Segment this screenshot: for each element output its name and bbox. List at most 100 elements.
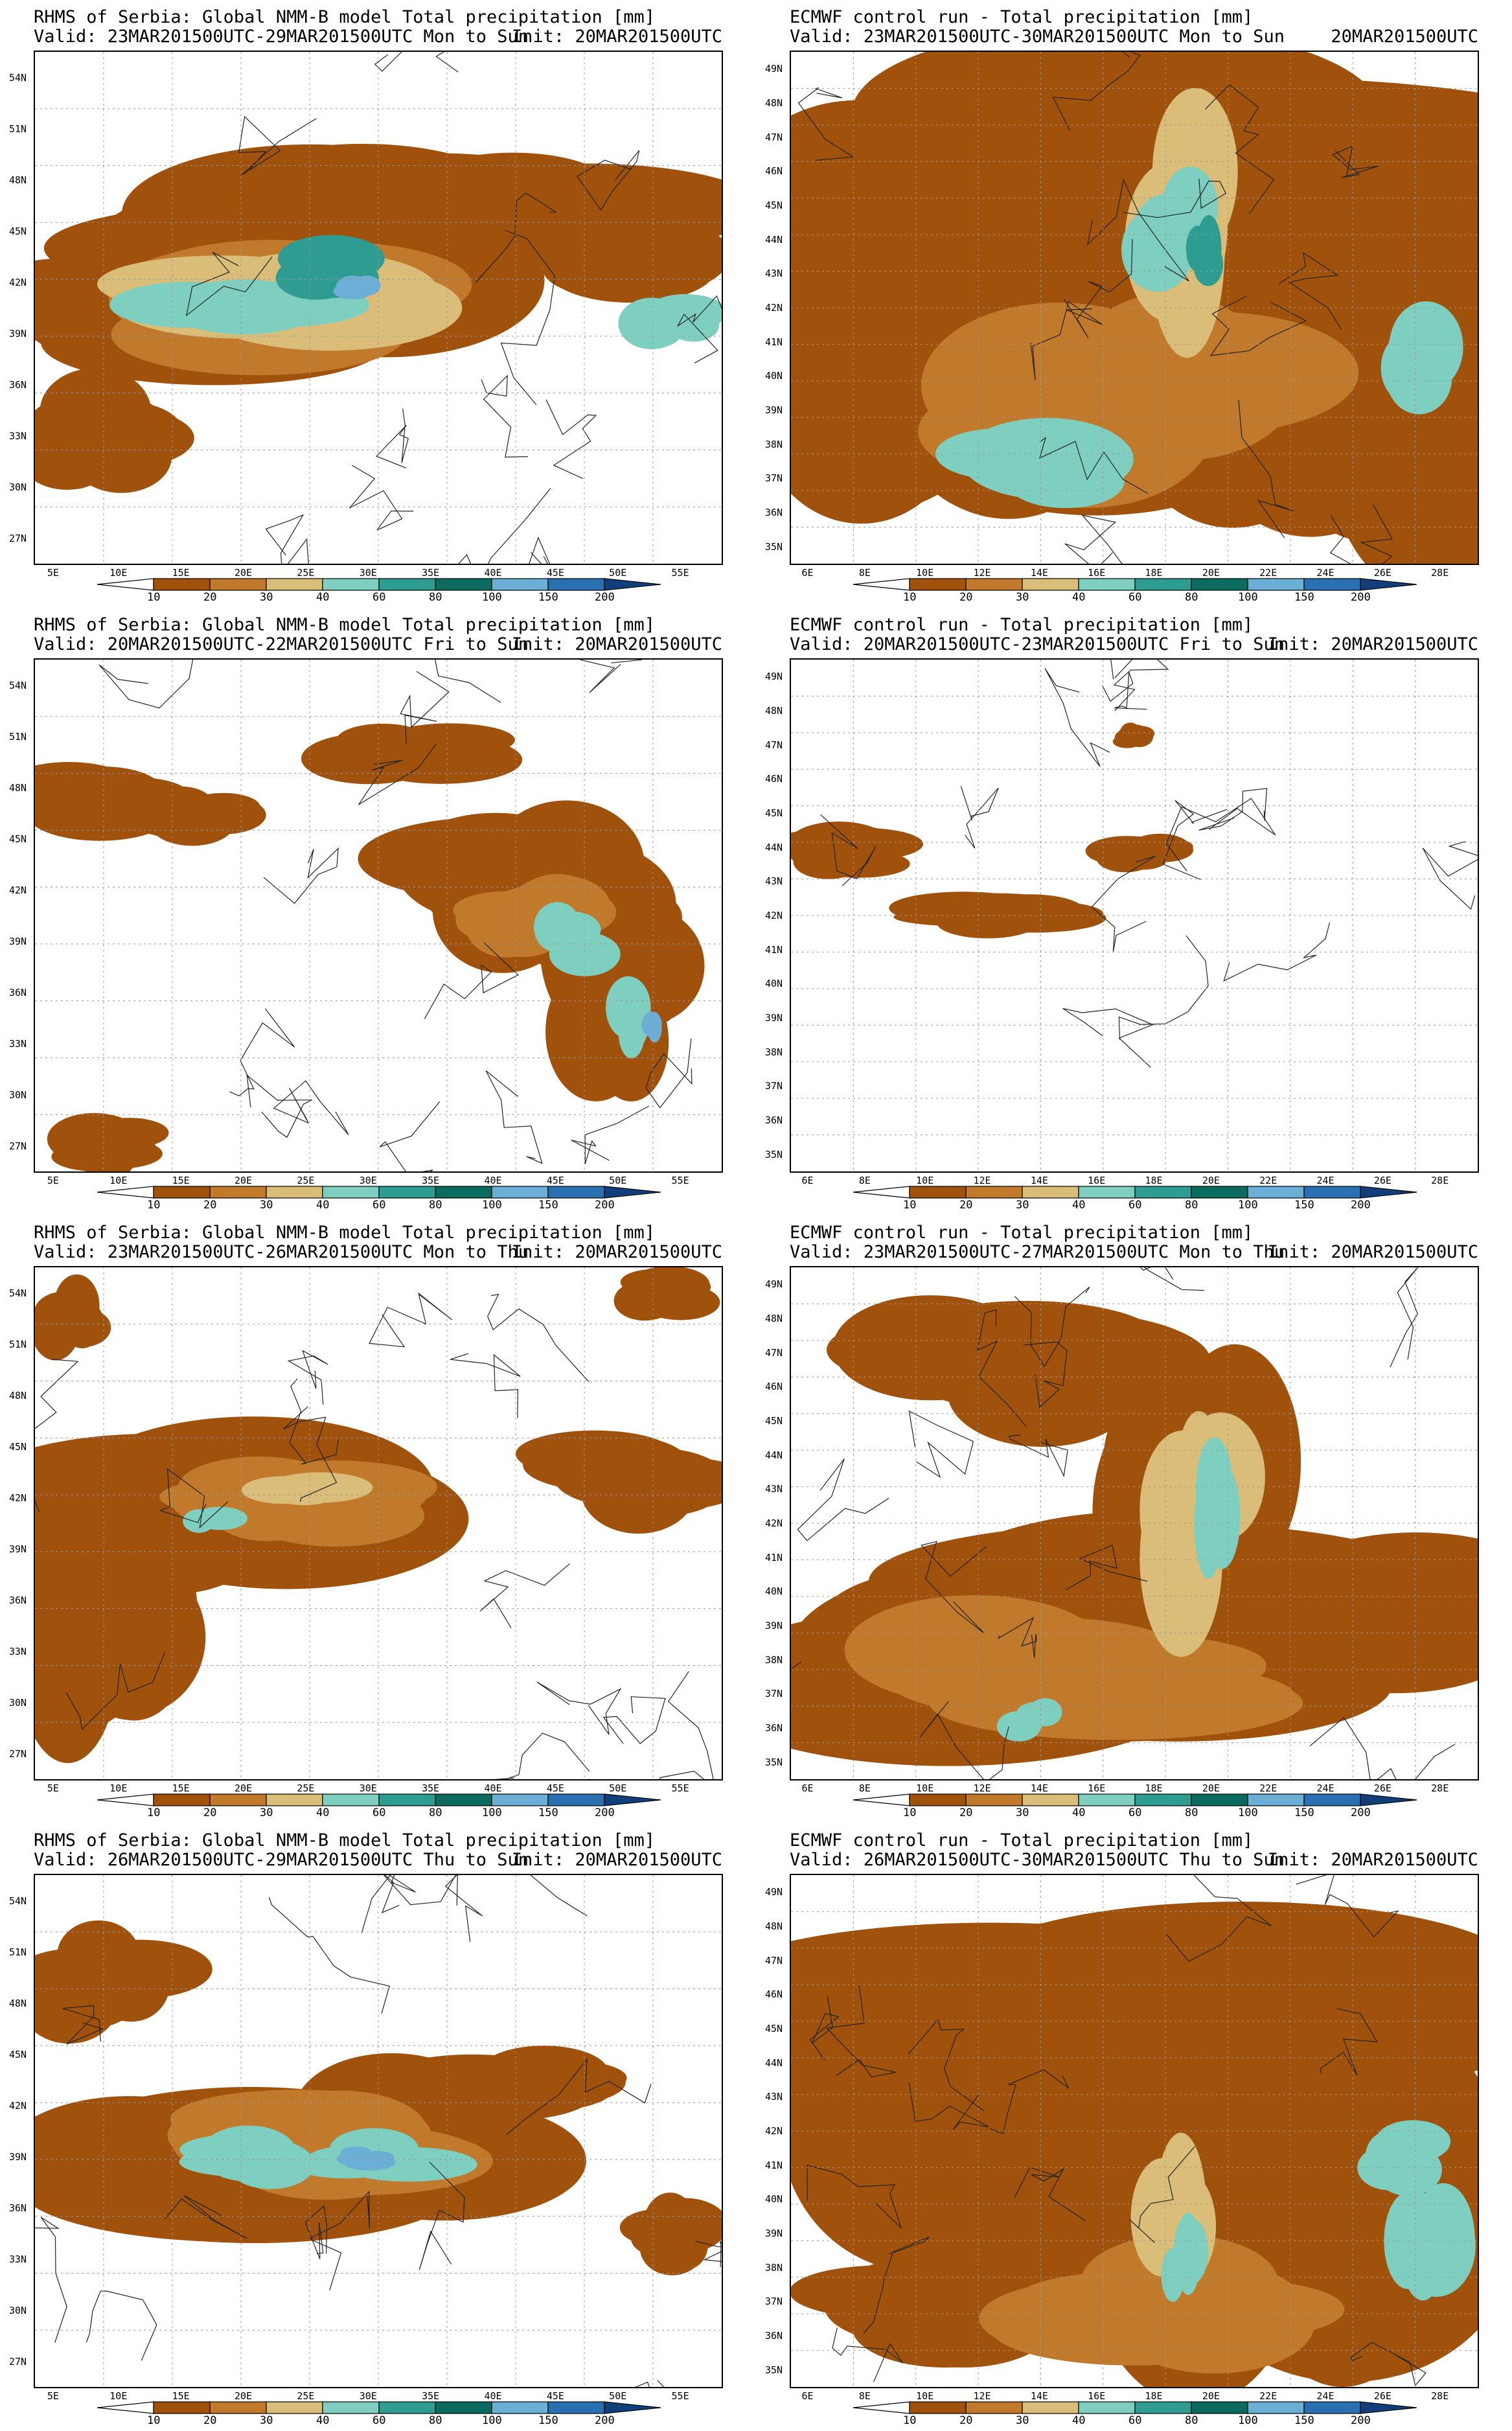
border-line: [1009, 1434, 1068, 1477]
lat-tick-label: 41N: [765, 2159, 783, 2171]
precip-blob: [549, 932, 621, 976]
border-line: [1165, 1875, 1272, 1962]
colorbar-swatch: [1134, 1793, 1192, 1806]
precip-blob: [35, 406, 120, 490]
lat-tick-label: 45N: [765, 807, 783, 819]
colorbar-swatch: [209, 1186, 267, 1199]
border-line: [481, 374, 528, 458]
border-line: [238, 115, 317, 176]
lat-tick-label: 43N: [765, 2091, 783, 2103]
colorbar-label: 80: [429, 1199, 442, 1212]
colorbar-swatch: [965, 2401, 1023, 2414]
colorbar-swatch: [1360, 1793, 1417, 1806]
lat-tick-label: 30N: [9, 481, 27, 493]
colorbar-swatch: [97, 1186, 154, 1199]
valid-period: Valid: 23MAR201500UTC-26MAR201500UTC Mon…: [34, 1242, 529, 1262]
lat-tick-label: 48N: [765, 1313, 783, 1324]
precip-blob: [1186, 225, 1209, 272]
lon-tick-label: 24E: [1316, 567, 1334, 579]
colorbar-swatch: [1022, 578, 1079, 591]
lon-tick-label: 20E: [1202, 567, 1220, 579]
border-line: [369, 1292, 453, 1348]
lat-tick-label: 45N: [9, 833, 27, 845]
precip-blob: [1028, 1698, 1062, 1727]
lat-tick-label: 36N: [765, 507, 783, 518]
lat-tick-label: 42N: [765, 302, 783, 314]
lon-tick-label: 26E: [1373, 1782, 1392, 1794]
border-line: [268, 1896, 390, 2014]
init-time: Init: 20MAR201500UTC: [1267, 1242, 1478, 1262]
lon-tick-label: 5E: [47, 2390, 59, 2402]
colorbar-label: 30: [1016, 1806, 1029, 1819]
precip-blob: [267, 1475, 341, 1506]
lon-tick-label: 40E: [484, 2390, 502, 2402]
colorbar-swatch: [266, 1793, 323, 1806]
precip-blob: [87, 1515, 186, 1694]
colorbar-label: 100: [482, 1806, 502, 1819]
precip-blob: [74, 1120, 155, 1171]
lat-tick-label: 48N: [9, 1997, 27, 2009]
border-line: [1023, 1341, 1068, 1409]
border-line: [998, 1617, 1037, 1658]
colorbar-label: 150: [538, 591, 558, 604]
lon-tick-label: 15E: [172, 567, 190, 579]
colorbar-swatch: [435, 1186, 492, 1199]
lon-tick-label: 10E: [109, 2390, 128, 2402]
lat-tick-label: 47N: [765, 131, 783, 143]
lat-tick-label: 48N: [765, 705, 783, 717]
lat-tick-label: 35N: [765, 1756, 783, 1768]
colorbar-label: 60: [1128, 591, 1142, 604]
lat-tick-label: 36N: [9, 1594, 27, 1606]
lon-tick-label: 20E: [235, 567, 253, 579]
precip-blob: [35, 772, 128, 814]
colorbar-swatch: [1134, 2401, 1192, 2414]
colorbar-label: 60: [1128, 2414, 1142, 2427]
lon-tick-label: 35E: [422, 1175, 440, 1186]
lon-tick-label: 8E: [858, 2390, 871, 2402]
border-line: [487, 1293, 590, 1383]
border-line: [1198, 788, 1268, 831]
lat-tick-label: 37N: [765, 2296, 783, 2308]
border-line: [580, 660, 643, 693]
border-line: [1209, 295, 1307, 356]
panel-title: ECMWF control run - Total precipitation …: [790, 7, 1254, 27]
colorbar-swatch: [1191, 1793, 1248, 1806]
lat-tick-label: 51N: [9, 730, 27, 743]
colorbar-swatch: [853, 578, 910, 591]
precip-map: [790, 1874, 1479, 2388]
lon-tick-label: 40E: [484, 1782, 502, 1794]
lat-tick-label: 39N: [9, 1543, 27, 1555]
lon-tick-label: 55E: [671, 1782, 689, 1794]
panel-nmmb-fri-sun: RHMS of Serbia: Global NMM-B model Total…: [0, 608, 756, 1216]
precip-blob: [604, 220, 722, 291]
lat-tick-label: 37N: [765, 472, 783, 485]
colorbar-label: 80: [1185, 1806, 1198, 1819]
border-line: [1165, 798, 1276, 871]
colorbar-swatch: [322, 578, 380, 591]
colorbar-swatch: [378, 1793, 436, 1806]
precip-map: [34, 1266, 723, 1780]
lat-tick-label: 54N: [9, 1287, 27, 1299]
panel-title: RHMS of Serbia: Global NMM-B model Total…: [34, 7, 656, 27]
lon-tick-label: 35E: [422, 1782, 440, 1794]
lon-tick-label: 16E: [1088, 1175, 1106, 1186]
lon-tick-label: 20E: [1202, 2390, 1220, 2402]
lat-tick-label: 48N: [9, 174, 27, 186]
lon-tick-label: 50E: [609, 567, 627, 579]
lat-tick-label: 51N: [9, 122, 27, 135]
border-line: [485, 1070, 543, 1164]
colorbar-label: 10: [903, 1199, 917, 1212]
border-line: [479, 1563, 570, 1628]
precip-blob: [1375, 2120, 1451, 2163]
colorbar-swatch: [1247, 1186, 1305, 1199]
colorbar-swatch: [97, 578, 154, 591]
colorbar-label: 150: [538, 2414, 558, 2427]
lat-tick-label: 42N: [9, 2099, 27, 2112]
lat-tick-label: 54N: [9, 1895, 27, 1907]
lat-tick-label: 49N: [765, 1886, 783, 1898]
init-time: Init: 20MAR201500UTC: [511, 1242, 722, 1262]
lat-tick-label: 44N: [765, 233, 783, 246]
colorbar-label: 10: [147, 1199, 161, 1212]
panel-nmmb-mon-thu: RHMS of Serbia: Global NMM-B model Total…: [0, 1216, 756, 1823]
colorbar-swatch: [435, 2401, 492, 2414]
